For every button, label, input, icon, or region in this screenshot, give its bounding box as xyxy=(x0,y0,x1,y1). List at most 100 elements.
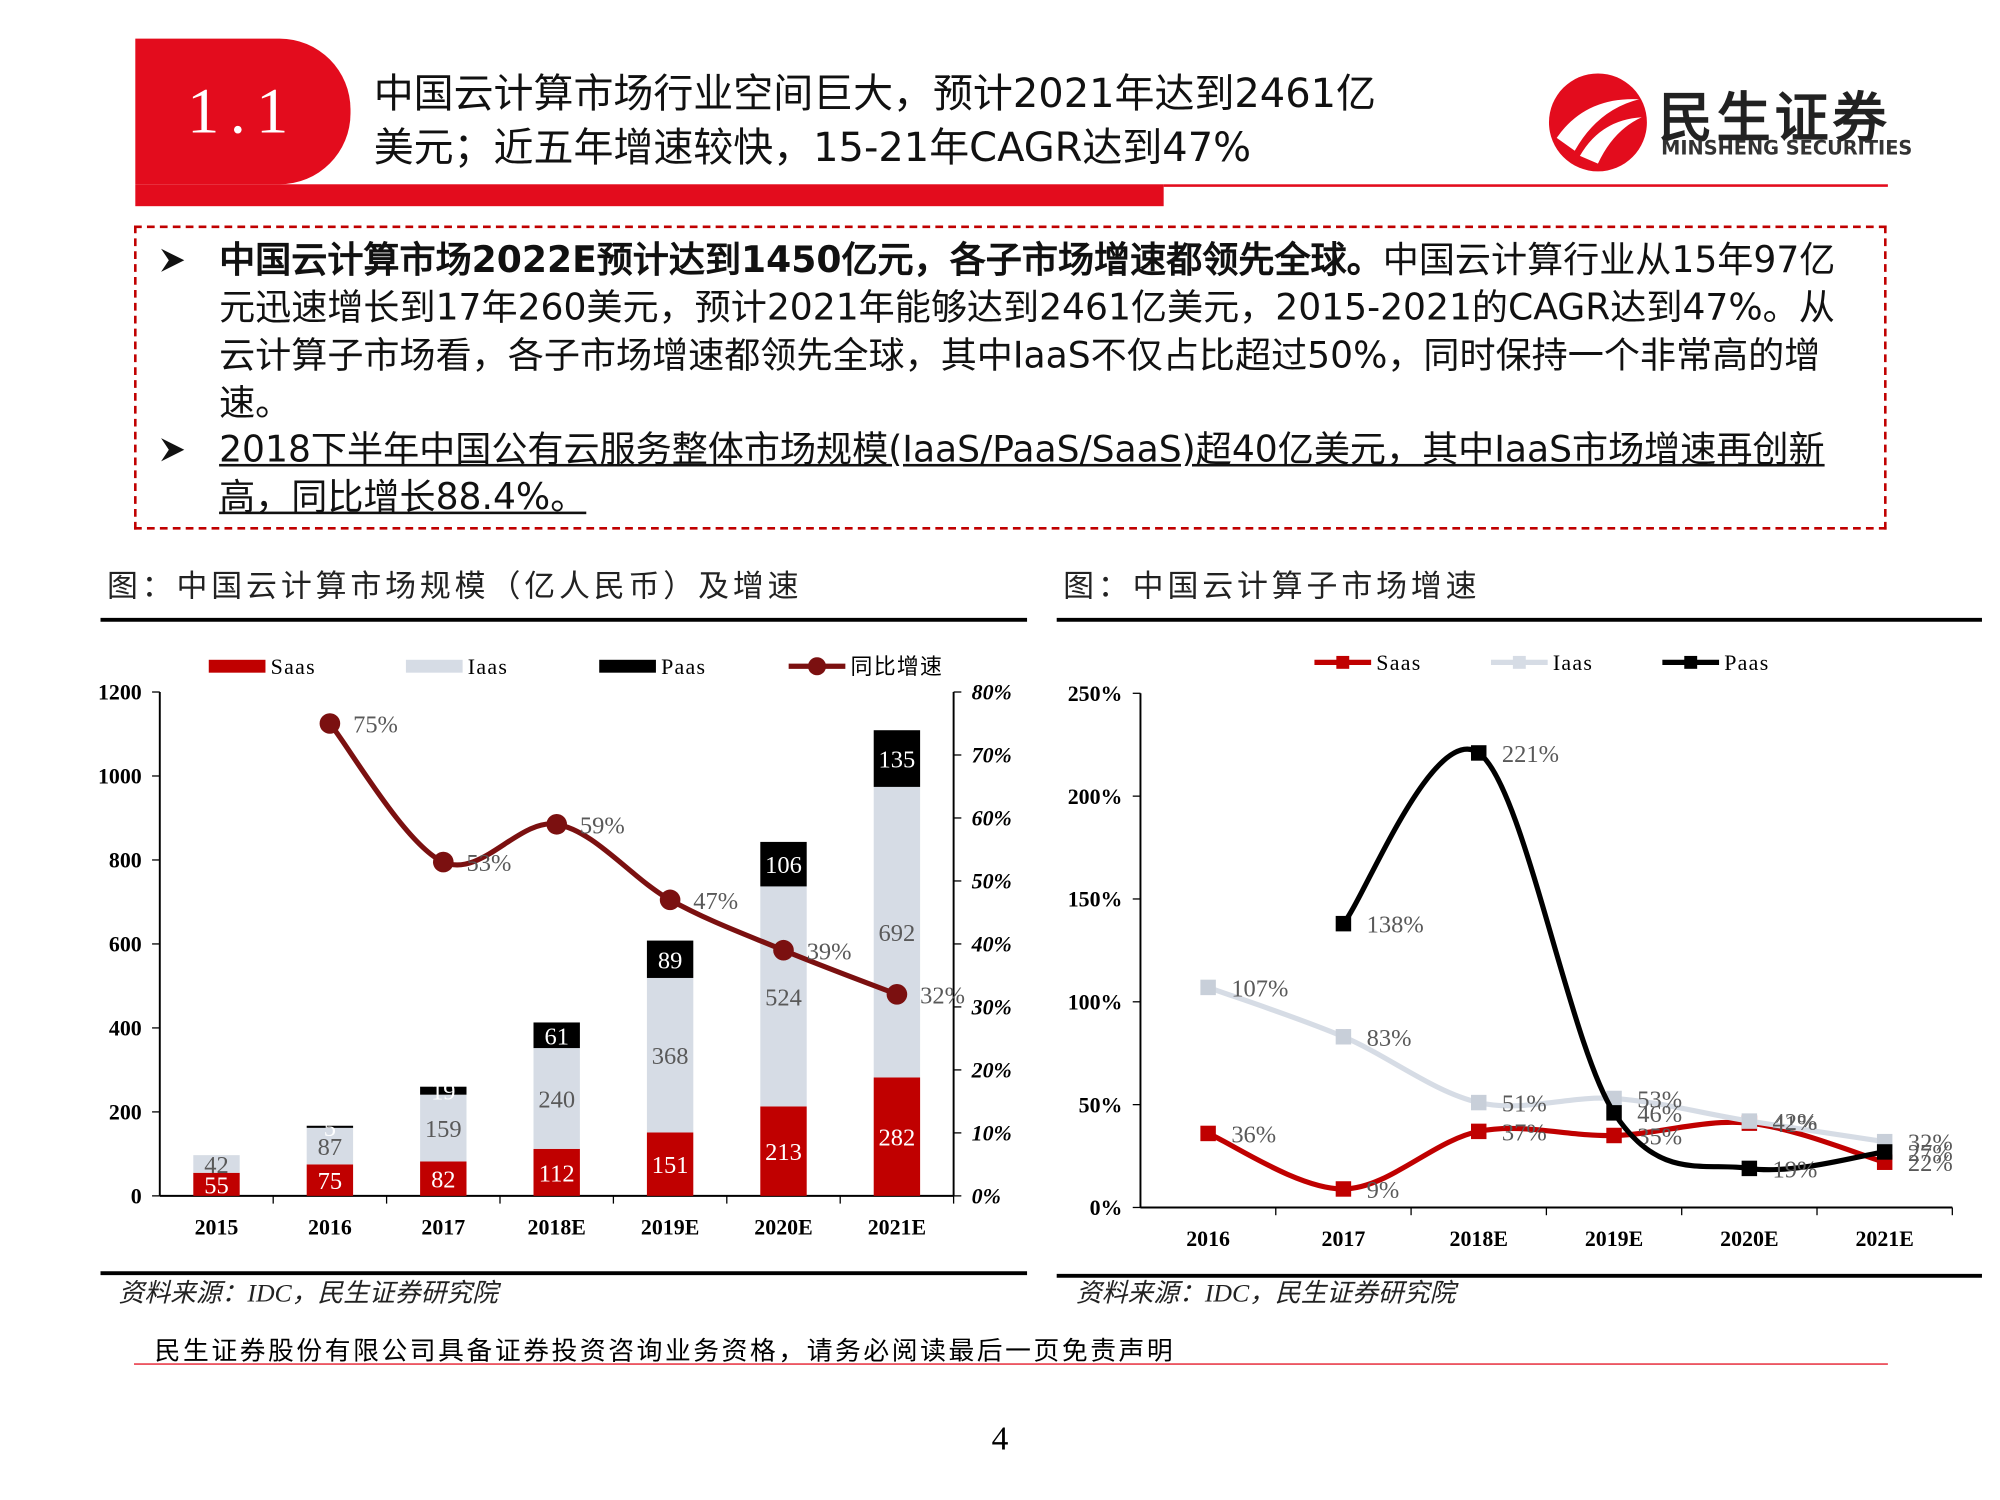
bar-segment xyxy=(646,940,694,978)
bar-segment xyxy=(760,841,807,887)
bar-segment xyxy=(760,886,807,1107)
logo-text: 民生证券 xyxy=(1658,86,1891,150)
point xyxy=(1335,1181,1352,1197)
data-label: 112 xyxy=(539,1160,575,1187)
bar-segment xyxy=(760,1106,807,1196)
legend-label: Saas xyxy=(271,654,316,679)
data-label: 53% xyxy=(1637,1086,1682,1113)
data-label: 138% xyxy=(1367,912,1424,939)
y-tick-label: 250% xyxy=(1068,681,1123,706)
point xyxy=(886,984,908,1005)
y-tick-label: 0% xyxy=(1090,1195,1123,1220)
data-label: 368 xyxy=(652,1043,689,1070)
title-line: 美元；近五年增速较快，15-21年CAGR达到47% xyxy=(373,125,1252,172)
point xyxy=(659,889,681,911)
x-tick-label: 2016 xyxy=(1186,1226,1230,1251)
x-tick-label: 2021E xyxy=(868,1215,926,1240)
bar-segment xyxy=(193,1172,240,1196)
bullet: 2018下半年中国公有云服务整体市场规模(IaaS/PaaS/SaaS)超40亿… xyxy=(219,425,1868,520)
point xyxy=(1335,1029,1352,1045)
point xyxy=(1200,979,1216,996)
data-label: 53% xyxy=(466,850,511,877)
bar-segment xyxy=(873,786,921,1078)
bar-segment xyxy=(420,1086,467,1095)
summary-box xyxy=(134,225,1887,530)
y2-tick-label: 0% xyxy=(972,1184,1001,1209)
y2-tick-label: 40% xyxy=(971,932,1012,957)
bar-segment xyxy=(873,730,921,787)
x-tick-label: 2018E xyxy=(1450,1226,1508,1251)
data-label: 19 xyxy=(431,1079,455,1106)
data-label: 19% xyxy=(1773,1156,1818,1183)
data-label: 89 xyxy=(658,947,682,974)
data-label: 75 xyxy=(318,1168,342,1195)
x-tick-label: 2020E xyxy=(1720,1226,1778,1251)
y-tick-label: 400 xyxy=(109,1016,142,1041)
data-label: 83% xyxy=(1367,1025,1412,1052)
data-label: 213 xyxy=(765,1139,802,1166)
data-label: 32% xyxy=(920,982,965,1009)
legend-swatch xyxy=(208,659,266,673)
footer-rule xyxy=(134,1363,1888,1365)
y-tick-label: 0 xyxy=(131,1184,142,1209)
bar-segment xyxy=(193,1155,240,1173)
data-label: 9% xyxy=(1367,1177,1400,1204)
bullet-icon xyxy=(161,248,185,272)
data-label: 692 xyxy=(879,920,916,947)
point xyxy=(1741,1113,1758,1129)
data-label: 51% xyxy=(1502,1091,1547,1118)
point xyxy=(1876,1144,1893,1160)
data-label: 240 xyxy=(538,1086,575,1113)
bar-segment xyxy=(420,1094,467,1162)
y-tick-label: 600 xyxy=(109,932,142,957)
data-label: 37% xyxy=(1502,1119,1547,1146)
point xyxy=(1200,1125,1216,1142)
bar-segment xyxy=(646,977,694,1133)
point xyxy=(432,851,454,873)
legend-swatch xyxy=(599,659,656,673)
data-label: 82 xyxy=(431,1167,455,1194)
source: 资料来源：IDC，民生证券研究院 xyxy=(119,1279,503,1308)
bar-segment xyxy=(646,1132,694,1196)
x-tick-label: 2019E xyxy=(1585,1226,1643,1251)
bar-segment xyxy=(533,1022,580,1049)
data-label: 107% xyxy=(1231,975,1288,1002)
disclaimer: 民生证券股份有限公司具备证券投资咨询业务资格，请务必阅读最后一页免责声明 xyxy=(154,1337,1176,1366)
data-label: 22% xyxy=(1908,1150,1953,1177)
point xyxy=(1606,1105,1622,1121)
bar-segment xyxy=(306,1127,354,1165)
y2-tick-label: 10% xyxy=(972,1121,1012,1146)
page-number: 4 xyxy=(991,1420,1009,1458)
legend-label: Iaas xyxy=(1553,650,1593,675)
point xyxy=(1335,915,1352,932)
y-tick-label: 100% xyxy=(1068,990,1123,1015)
data-label: 159 xyxy=(425,1116,462,1143)
bar-segment xyxy=(873,1077,921,1196)
data-label: 42 xyxy=(204,1152,228,1179)
data-label: 39% xyxy=(807,938,852,965)
bar-segment xyxy=(533,1148,580,1196)
data-label: 36% xyxy=(1231,1121,1276,1148)
data-label: 221% xyxy=(1502,741,1559,768)
chart-title: 图：中国云计算市场规模（亿人民币）及增速 xyxy=(107,569,802,604)
section-number: 1.1 xyxy=(135,38,351,185)
legend-label: Paas xyxy=(661,654,706,679)
bullet: 中国云计算市场2022E预计达到1450亿元，各子市场增速都领先全球。中国云计算… xyxy=(219,236,1868,427)
series-line xyxy=(1341,746,1885,1173)
bar-segment xyxy=(306,1125,354,1128)
header-rule xyxy=(1163,184,1888,187)
legend-marker xyxy=(1336,655,1350,669)
y-tick-label: 1000 xyxy=(98,764,142,789)
x-tick-label: 2018E xyxy=(528,1215,586,1240)
x-tick-label: 2021E xyxy=(1855,1226,1913,1251)
data-label: 47% xyxy=(693,888,738,915)
point xyxy=(1741,1160,1758,1177)
x-tick-label: 2019E xyxy=(641,1215,699,1240)
bar-segment xyxy=(420,1161,467,1196)
x-tick-label: 2015 xyxy=(195,1215,239,1240)
data-label: 46% xyxy=(1637,1101,1682,1128)
data-label: 75% xyxy=(353,712,398,739)
